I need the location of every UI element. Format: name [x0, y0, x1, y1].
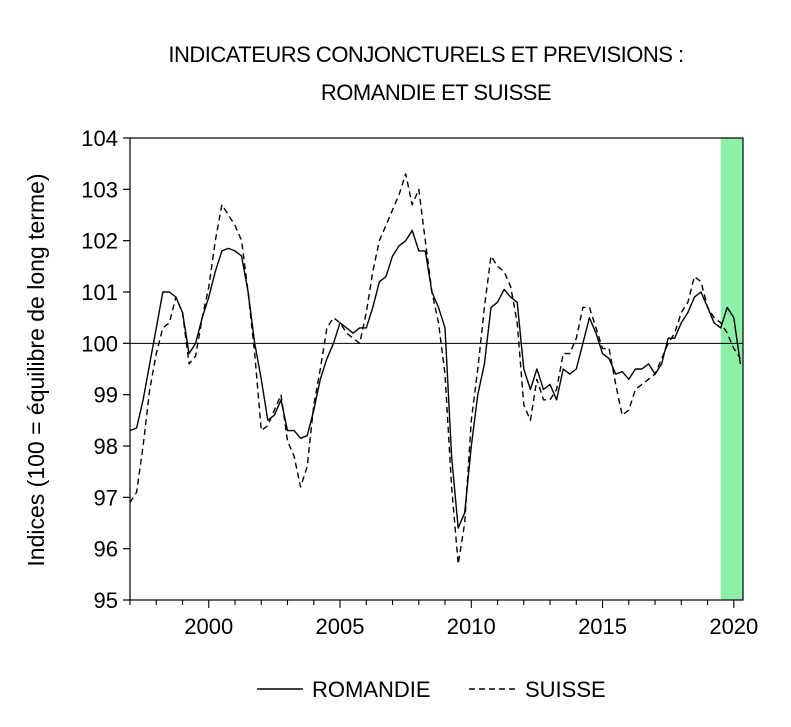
- legend-label-romandie: ROMANDIE: [312, 677, 431, 702]
- x-tick-label: 2015: [578, 614, 627, 639]
- y-tick-label: 102: [81, 229, 118, 254]
- forecast-period-band: [720, 138, 743, 600]
- y-tick-label: 103: [81, 177, 118, 202]
- y-tick-label: 104: [81, 126, 118, 151]
- y-axis: 95 96 97 98 99 100 101 102 103 104: [81, 126, 130, 613]
- chart-title-line-2: ROMANDIE ET SUISSE: [321, 80, 551, 105]
- y-tick-label: 95: [94, 588, 118, 613]
- chart-title-line-1: INDICATEURS CONJONCTURELS ET PREVISIONS …: [168, 42, 683, 67]
- x-axis: 2000 2005 2010 2015 2020: [129, 600, 758, 639]
- plot-area-frame: [129, 137, 744, 601]
- series-line-suisse: [129, 173, 741, 565]
- y-tick-label: 99: [94, 383, 118, 408]
- x-tick-label: 2010: [447, 614, 496, 639]
- y-tick-label: 101: [81, 280, 118, 305]
- series-line-romandie: [129, 229, 742, 529]
- legend-label-suisse: SUISSE: [525, 677, 606, 702]
- y-tick-label: 97: [94, 485, 118, 510]
- x-tick-label: 2005: [316, 614, 365, 639]
- x-tick-label: 2020: [709, 614, 758, 639]
- y-tick-label: 100: [81, 331, 118, 356]
- y-axis-label: Indices (100 = équilibre de long terme): [23, 173, 49, 566]
- x-tick-label: 2000: [184, 614, 233, 639]
- y-tick-label: 98: [94, 434, 118, 459]
- chart-title: INDICATEURS CONJONCTURELS ET PREVISIONS …: [168, 42, 684, 105]
- series-layer: [129, 173, 742, 565]
- legend: ROMANDIE SUISSE: [257, 677, 606, 702]
- y-tick-label: 96: [94, 537, 118, 562]
